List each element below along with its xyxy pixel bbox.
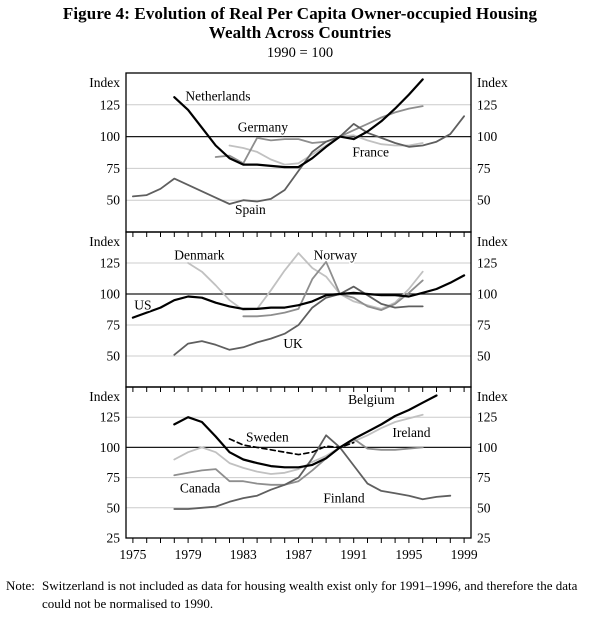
series-line-us bbox=[131, 274, 466, 319]
series-line-denmark bbox=[187, 252, 424, 312]
series-label-sweden: Sweden bbox=[246, 430, 289, 445]
series-label-uk: UK bbox=[283, 336, 303, 351]
y-axis-label-right-middle: Index bbox=[477, 234, 508, 249]
y-tick-label-right-top-125: 125 bbox=[477, 97, 498, 112]
series-line-norway bbox=[242, 260, 424, 318]
series-line-france bbox=[228, 134, 424, 166]
y-tick-label-right-bottom-50: 50 bbox=[477, 500, 491, 515]
series-label-denmark: Denmark bbox=[174, 247, 224, 262]
series-line-finland bbox=[173, 434, 452, 510]
figure-title-line2: Wealth Across Countries bbox=[208, 22, 392, 42]
series-line-ireland bbox=[173, 413, 424, 475]
y-tick-label-right-top-75: 75 bbox=[477, 161, 491, 176]
series-label-finland: Finland bbox=[323, 491, 365, 506]
y-axis-label-left-bottom: Index bbox=[89, 389, 120, 404]
y-tick-label-left-bottom-50: 50 bbox=[107, 500, 121, 515]
y-tick-label-right-top-50: 50 bbox=[477, 193, 491, 208]
panel-border-bottom bbox=[125, 386, 472, 539]
series-line-spain bbox=[131, 115, 466, 205]
y-tick-label-left-middle-100: 100 bbox=[100, 287, 121, 302]
x-tick-label-1975: 1975 bbox=[119, 547, 146, 562]
x-tick-label-1983: 1983 bbox=[230, 547, 257, 562]
y-tick-label-right-bottom-25: 25 bbox=[477, 531, 491, 546]
x-tick-label-1991: 1991 bbox=[340, 547, 367, 562]
series-line-netherlands bbox=[173, 78, 424, 169]
y-tick-label-left-middle-125: 125 bbox=[100, 256, 121, 271]
note-text: Switzerland is not included as data for … bbox=[42, 578, 578, 612]
series-label-us: US bbox=[134, 298, 151, 313]
series-label-ireland: Ireland bbox=[392, 425, 430, 440]
series-label-germany: Germany bbox=[238, 120, 288, 135]
y-tick-label-right-middle-100: 100 bbox=[477, 287, 498, 302]
series-line-germany bbox=[214, 105, 424, 165]
x-tick-label-1987: 1987 bbox=[285, 547, 312, 562]
y-tick-label-right-bottom-100: 100 bbox=[477, 440, 498, 455]
y-tick-label-right-bottom-125: 125 bbox=[477, 410, 498, 425]
y-tick-label-left-middle-75: 75 bbox=[107, 318, 121, 333]
y-tick-label-left-bottom-25: 25 bbox=[107, 531, 121, 546]
series-line-canada bbox=[173, 437, 424, 486]
figure-subtitle: 1990 = 100 bbox=[266, 45, 334, 62]
figure-title-line1: Figure 4: Evolution of Real Per Capita O… bbox=[62, 4, 538, 23]
figure-title-block: Figure 4: Evolution of Real Per Capita O… bbox=[0, 4, 600, 62]
y-axis-label-right-top: Index bbox=[477, 75, 508, 90]
y-tick-label-right-middle-50: 50 bbox=[477, 349, 491, 364]
series-line-belgium bbox=[173, 394, 438, 469]
note-label: Note: bbox=[6, 578, 35, 593]
series-label-france: France bbox=[352, 144, 389, 159]
series-label-canada: Canada bbox=[180, 480, 220, 495]
series-line-uk bbox=[173, 285, 424, 356]
y-tick-label-left-bottom-75: 75 bbox=[107, 470, 121, 485]
y-tick-label-right-middle-125: 125 bbox=[477, 256, 498, 271]
y-tick-label-left-top-50: 50 bbox=[107, 193, 121, 208]
series-label-netherlands: Netherlands bbox=[185, 88, 250, 103]
y-tick-label-right-middle-75: 75 bbox=[477, 318, 491, 333]
y-tick-label-left-top-75: 75 bbox=[107, 161, 121, 176]
x-tick-label-1999: 1999 bbox=[451, 547, 478, 562]
x-tick-label-1979: 1979 bbox=[175, 547, 202, 562]
y-axis-label-right-bottom: Index bbox=[477, 389, 508, 404]
y-tick-label-right-top-100: 100 bbox=[477, 129, 498, 144]
figure-note: Note: Switzerland is not included as dat… bbox=[6, 577, 594, 614]
panel-border-top bbox=[125, 72, 472, 233]
series-label-norway: Norway bbox=[314, 247, 358, 262]
series-label-spain: Spain bbox=[235, 202, 266, 217]
y-axis-label-left-middle: Index bbox=[89, 234, 120, 249]
y-axis-label-left-top: Index bbox=[89, 75, 120, 90]
series-line-sweden bbox=[228, 438, 355, 456]
series-label-belgium: Belgium bbox=[348, 392, 395, 407]
x-tick-label-1995: 1995 bbox=[395, 547, 422, 562]
y-tick-label-left-bottom-100: 100 bbox=[100, 440, 121, 455]
y-tick-label-left-middle-50: 50 bbox=[107, 349, 121, 364]
y-tick-label-left-top-125: 125 bbox=[100, 97, 121, 112]
y-tick-label-left-bottom-125: 125 bbox=[100, 410, 121, 425]
y-tick-label-left-top-100: 100 bbox=[100, 129, 121, 144]
y-tick-label-right-bottom-75: 75 bbox=[477, 470, 491, 485]
